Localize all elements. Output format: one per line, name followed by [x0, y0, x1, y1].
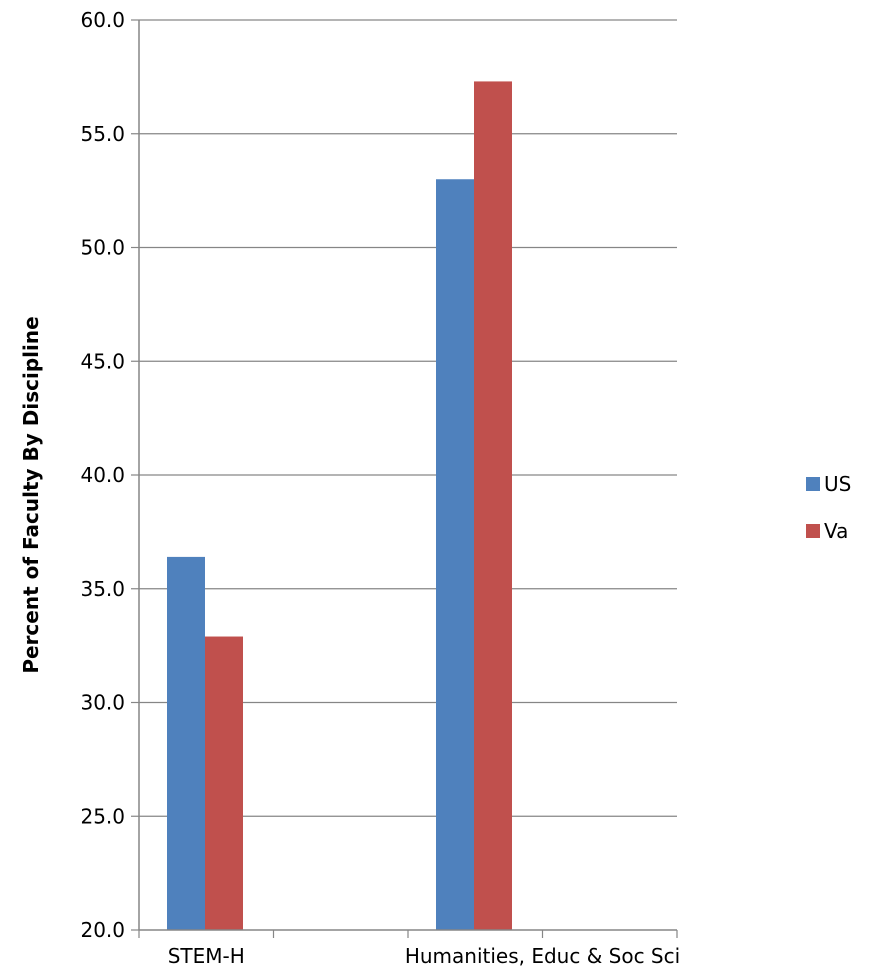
y-tick-label: 50.0 [80, 236, 125, 260]
bar-us-0 [167, 556, 205, 930]
y-tick-labels: 20.0 25.0 30.0 35.0 40.0 45.0 50.0 55.0 60.0 [80, 8, 125, 942]
legend-label-us: US [824, 472, 851, 496]
y-tick-label: 55.0 [80, 122, 125, 146]
x-category-label: Humanities, Educ & Soc Sci [405, 944, 680, 968]
y-tick-label: 40.0 [80, 463, 125, 487]
y-tick-label: 20.0 [80, 918, 125, 942]
axes [138, 20, 677, 931]
bar-us-1 [436, 179, 474, 930]
legend-swatch-us [806, 477, 820, 491]
legend: US Va [806, 472, 851, 543]
x-category-label: STEM-H [168, 944, 245, 968]
x-category-labels: STEM-H Humanities, Educ & Soc Sci [168, 944, 680, 968]
bar-va-0 [205, 636, 243, 930]
bars [167, 81, 512, 931]
y-tick-label: 60.0 [80, 8, 125, 32]
y-tick-label: 25.0 [80, 804, 125, 828]
y-tick-label: 35.0 [80, 577, 125, 601]
legend-label-va: Va [824, 519, 848, 543]
legend-swatch-va [806, 524, 820, 538]
bar-va-1 [474, 81, 512, 931]
y-tick-label: 45.0 [80, 349, 125, 373]
y-axis-title: Percent of Faculty By Discipline [19, 316, 43, 673]
y-tick-label: 30.0 [80, 691, 125, 715]
